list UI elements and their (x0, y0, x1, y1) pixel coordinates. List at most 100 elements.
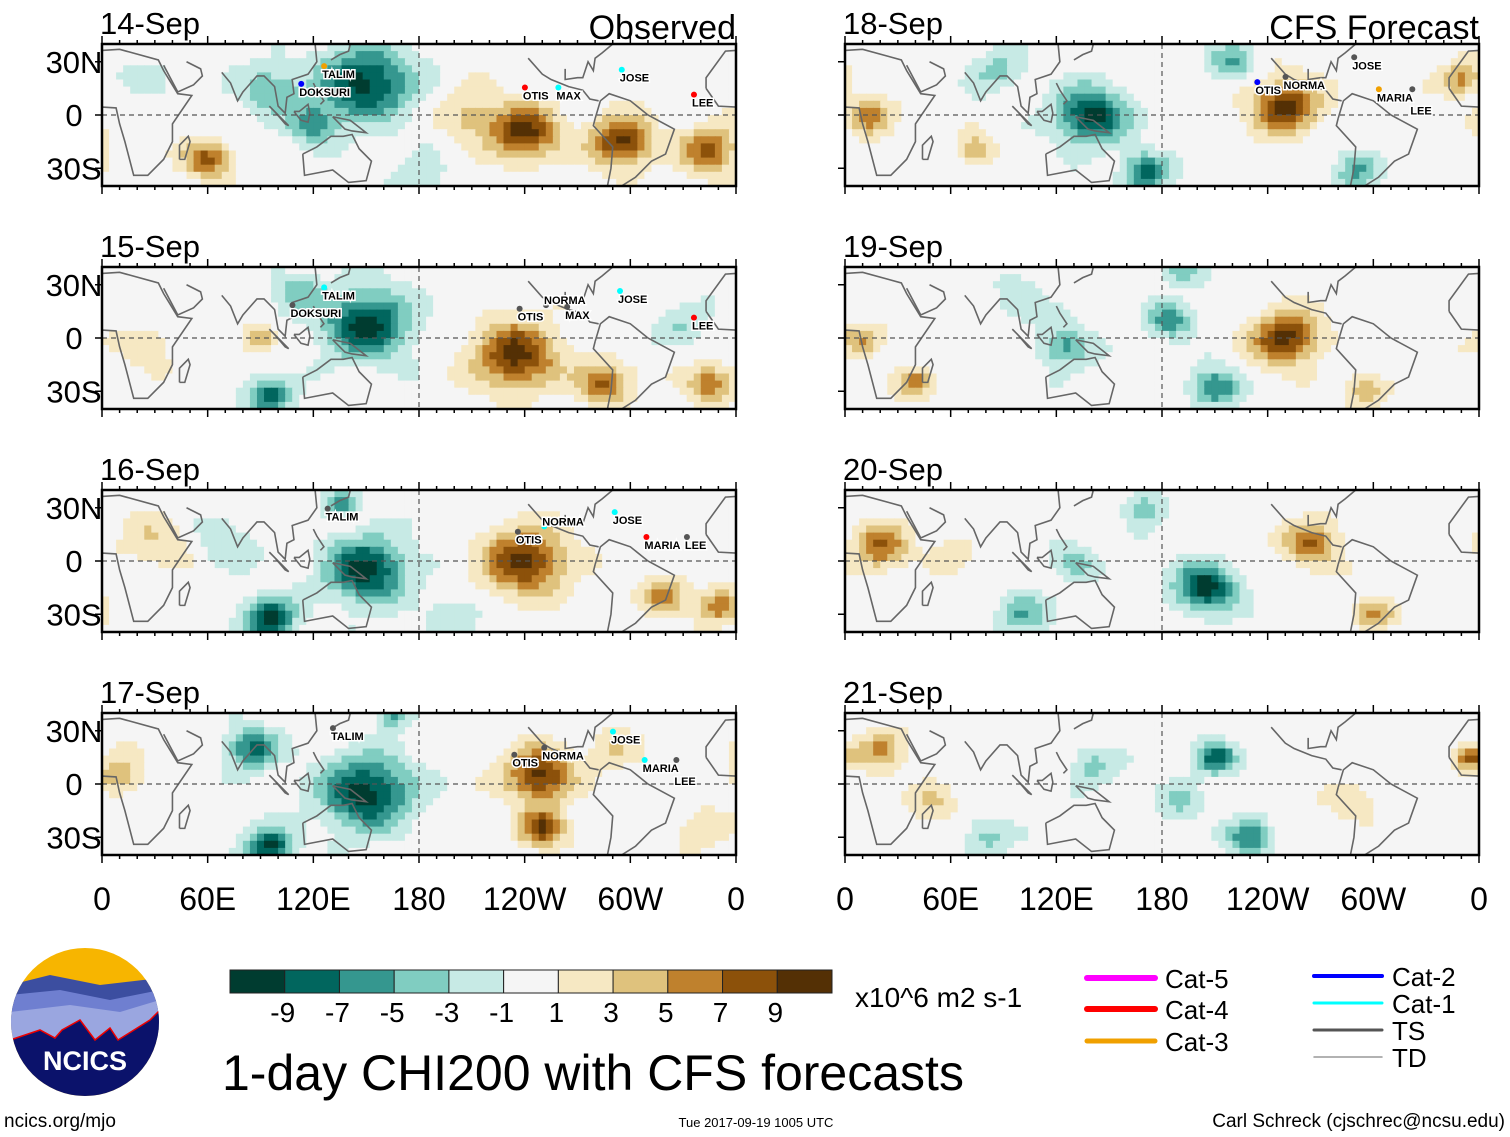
field-cell (651, 164, 660, 173)
field-cell (665, 511, 674, 519)
field-cell (728, 72, 736, 81)
field-cell (510, 150, 519, 159)
field-cell (278, 129, 286, 137)
field-cell (566, 490, 575, 498)
field-cell (545, 511, 554, 519)
field-cell (144, 295, 152, 304)
field-cell (468, 316, 476, 325)
field-cell (137, 150, 145, 159)
field-cell (376, 532, 385, 541)
field-cell (411, 338, 420, 346)
field-cell (454, 366, 462, 375)
field-cell (292, 274, 300, 282)
field-cell (172, 575, 181, 583)
field-cell (137, 352, 145, 360)
field-cell (151, 143, 159, 152)
field-cell (447, 171, 455, 180)
field-cell (214, 561, 223, 569)
field-cell (440, 504, 448, 512)
field-cell (355, 568, 364, 576)
field-cell (637, 281, 646, 289)
field-cell (637, 51, 646, 59)
field-cell (383, 546, 392, 555)
field-cell (644, 86, 653, 95)
field-cell (545, 532, 554, 541)
field-cell (228, 136, 237, 144)
coastline (268, 328, 290, 350)
field-cell (404, 58, 413, 66)
field-cell (369, 150, 378, 159)
field-cell (588, 525, 596, 534)
field-cell (186, 267, 195, 275)
field-cell (468, 295, 476, 304)
field-cell (264, 525, 272, 534)
field-cell (637, 129, 646, 137)
field-cell (130, 323, 138, 332)
field-cell (651, 323, 660, 332)
field-cell (109, 100, 117, 109)
field-cell (285, 171, 293, 180)
field-cell (559, 330, 568, 339)
field-cell (397, 58, 406, 66)
field-cell (411, 65, 420, 73)
field-cell (151, 100, 159, 109)
field-cell (419, 267, 427, 275)
field-cell (200, 93, 209, 102)
field-cell (327, 171, 336, 180)
field-cell (411, 122, 420, 130)
field-cell (440, 518, 448, 527)
field-cell (707, 309, 716, 318)
field-cell (151, 79, 159, 88)
field-cell (376, 65, 385, 73)
field-cell (623, 394, 631, 403)
field-cell (658, 316, 667, 325)
field-cell (552, 44, 561, 52)
field-cell (116, 330, 124, 339)
field-cell (517, 72, 526, 81)
field-cell (102, 79, 110, 88)
field-cell (440, 568, 448, 576)
field-cell (186, 518, 195, 527)
field-cell (264, 553, 272, 562)
field-cell (264, 93, 272, 102)
field-cell (489, 338, 498, 346)
field-cell (207, 107, 216, 116)
field-cell (468, 115, 476, 123)
field-cell (426, 338, 434, 346)
field-cell (264, 157, 272, 166)
field-cell (658, 497, 667, 505)
field-cell (397, 316, 406, 325)
field-cell (327, 575, 336, 583)
field-cell (397, 539, 406, 548)
field-cell (721, 316, 730, 325)
field-cell (278, 511, 286, 519)
field-cell (538, 387, 547, 396)
field-cell (292, 366, 300, 375)
field-cell (433, 490, 441, 498)
field-cell (721, 518, 730, 527)
field-cell (728, 58, 736, 66)
field-cell (524, 345, 533, 353)
field-cell (482, 93, 491, 102)
field-cell (679, 352, 688, 360)
field-cell (411, 281, 420, 289)
field-cell (165, 539, 174, 548)
field-cell (144, 504, 152, 512)
field-cell (468, 302, 476, 311)
field-cell (235, 86, 244, 95)
field-cell (538, 352, 547, 360)
field-cell (383, 164, 392, 173)
field-cell (651, 157, 660, 166)
field-cell (214, 44, 223, 52)
field-cell (228, 546, 237, 555)
field-cell (489, 345, 498, 353)
field-cell (637, 490, 646, 498)
field-cell (334, 115, 343, 123)
field-cell (137, 330, 145, 339)
field-cell (559, 72, 568, 81)
field-cell (228, 302, 237, 311)
field-cell (630, 267, 638, 275)
field-cell (658, 58, 667, 66)
field-cell (623, 316, 631, 325)
